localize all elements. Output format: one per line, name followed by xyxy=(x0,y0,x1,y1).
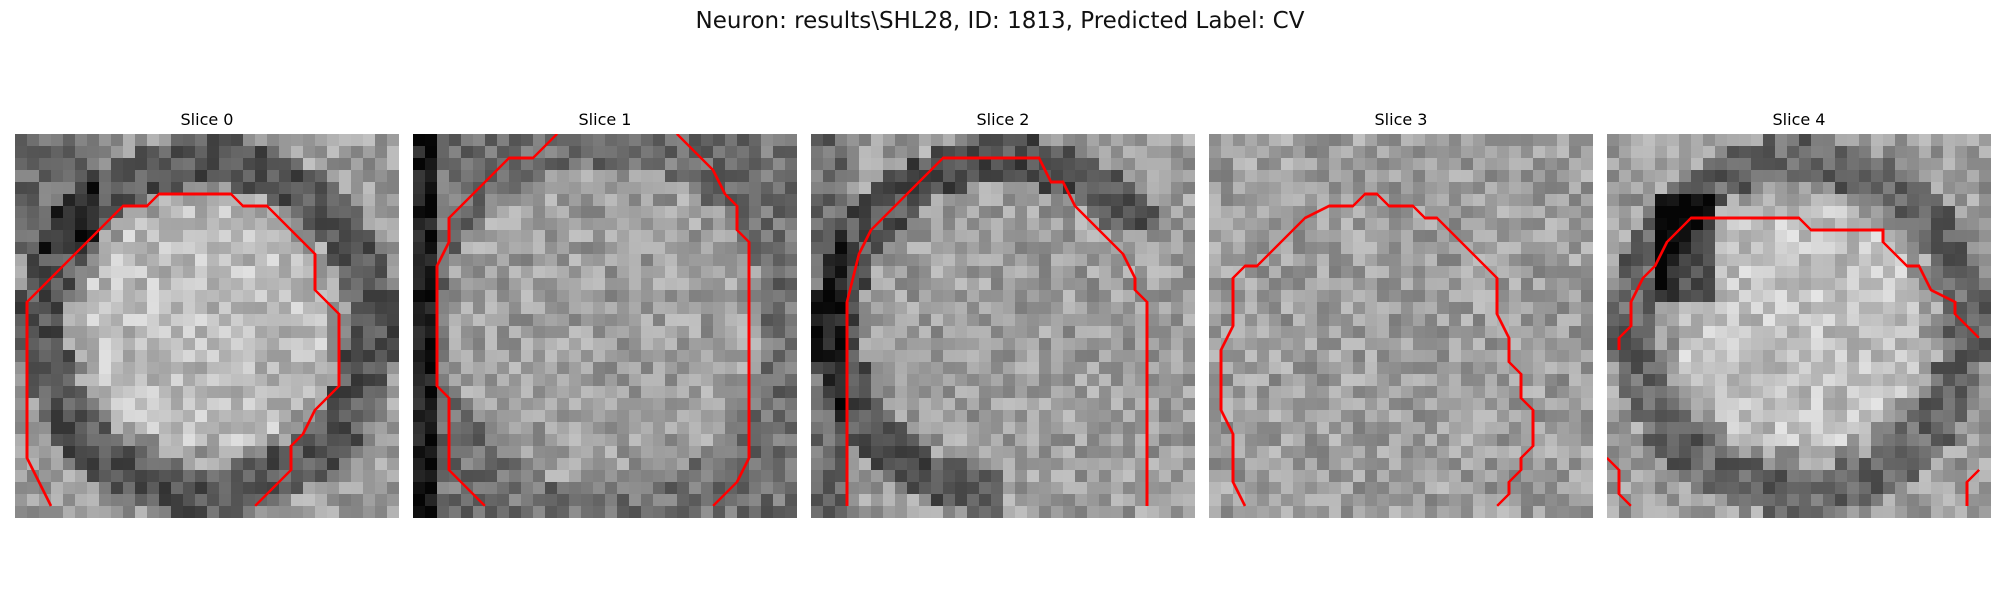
slice-panel-0: Slice 0 xyxy=(15,110,399,518)
slice-title: Slice 2 xyxy=(976,110,1030,129)
contour-line xyxy=(1617,216,1980,350)
contour-line xyxy=(1219,192,1535,507)
contour-line xyxy=(435,134,558,507)
slice-title: Slice 3 xyxy=(1374,110,1428,129)
slice-panel-2: Slice 2 xyxy=(811,110,1195,518)
slice-title: Slice 1 xyxy=(578,110,632,129)
slice-image xyxy=(811,134,1195,518)
contour-line xyxy=(676,134,751,507)
contour-line xyxy=(1965,469,1980,506)
contour-line xyxy=(1607,457,1632,507)
slice-image xyxy=(1607,134,1991,518)
slice-panel-3: Slice 3 xyxy=(1209,110,1593,518)
contour-line xyxy=(845,156,1149,506)
slice-image xyxy=(1209,134,1593,518)
slice-image xyxy=(413,134,797,518)
slice-panel-1: Slice 1 xyxy=(413,110,797,518)
slice-image xyxy=(15,134,399,518)
figure-title: Neuron: results\SHL28, ID: 1813, Predict… xyxy=(695,8,1305,34)
contour-line xyxy=(25,192,341,507)
slice-title: Slice 4 xyxy=(1772,110,1826,129)
slice-panel-4: Slice 4 xyxy=(1607,110,1991,518)
slice-title: Slice 0 xyxy=(180,110,234,129)
